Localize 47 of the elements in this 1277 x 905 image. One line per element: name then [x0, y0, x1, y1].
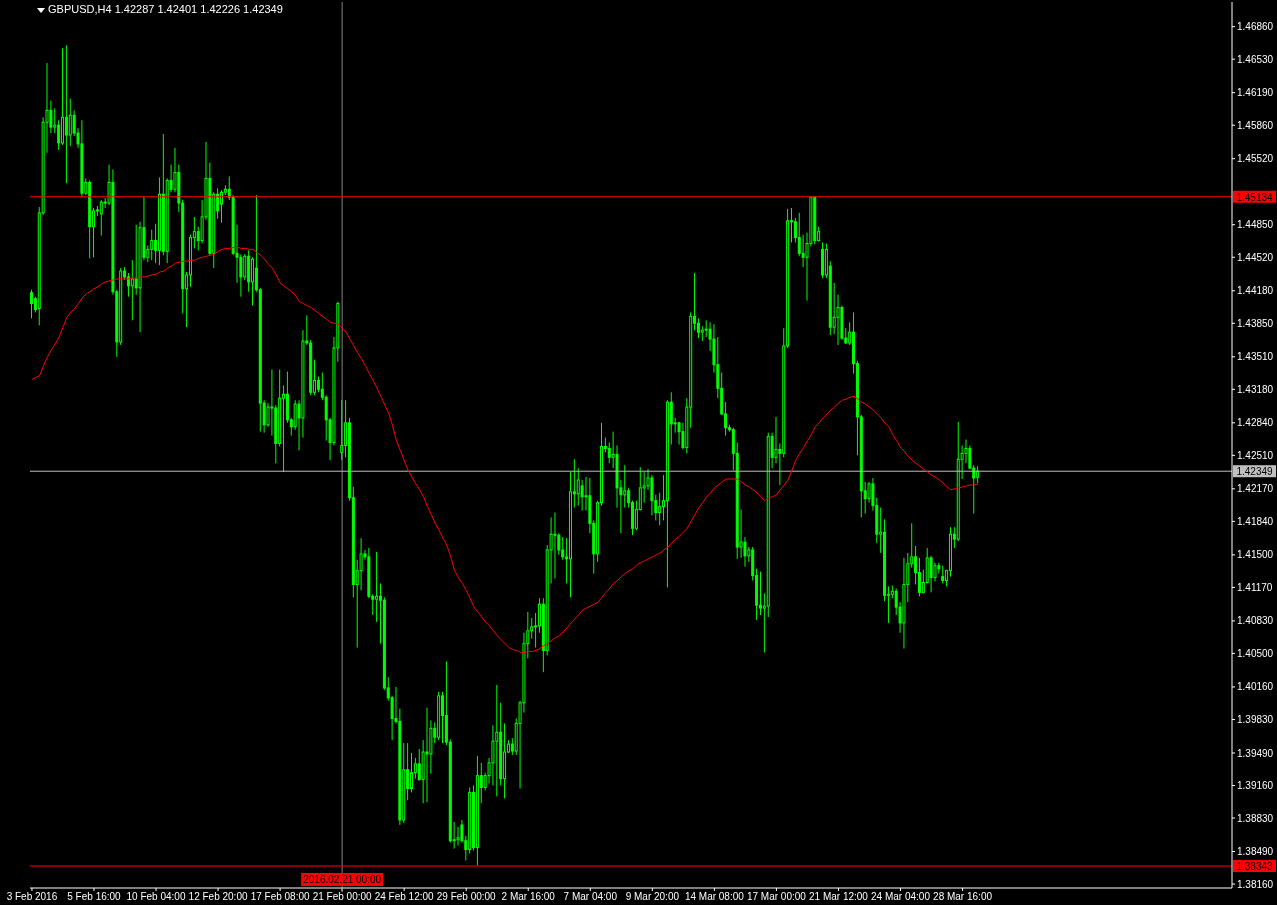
y-tick-label: 1.42510	[1237, 449, 1274, 461]
x-tick-label: 24 Feb 12:00	[374, 891, 435, 903]
y-tick-label: 1.44180	[1237, 285, 1274, 297]
y-tick-label: 1.40500	[1237, 647, 1274, 659]
x-tick-label: 12 Feb 20:00	[188, 891, 248, 903]
x-tick-label: 17 Mar 00:00	[746, 891, 807, 903]
y-tick-label: 1.42170	[1237, 483, 1274, 495]
y-tick-label: 1.41840	[1237, 515, 1274, 527]
x-tick-label: 17 Feb 08:00	[250, 891, 311, 903]
ref-line-label: 2016.02.21 00:00	[303, 874, 382, 885]
y-tick-label: 1.45860	[1237, 119, 1274, 131]
y-tick-label: 1.38830	[1237, 812, 1274, 824]
x-tick-label: 10 Feb 04:00	[126, 891, 186, 903]
y-tick-label: 1.40160	[1237, 681, 1274, 693]
y-tick-label: 1.40830	[1237, 615, 1274, 627]
x-tick-label: 21 Mar 12:00	[809, 891, 869, 903]
chart-title: GBPUSD,H4 1.42287 1.42401 1.42226 1.42349	[48, 3, 283, 15]
y-tick-label: 1.44520	[1237, 251, 1274, 263]
y-tick-label: 1.43510	[1237, 351, 1274, 363]
y-tick-label: 1.42840	[1237, 417, 1274, 429]
x-tick-label: 24 Mar 04:00	[871, 891, 931, 903]
ref-line-label: 1.38343	[1236, 861, 1274, 873]
y-tick-label: 1.43850	[1237, 317, 1274, 329]
y-tick-label: 1.38490	[1237, 846, 1274, 858]
ref-line-label: 1.45134	[1236, 191, 1274, 203]
x-tick-label: 21 Feb 00:00	[312, 891, 373, 903]
y-tick-label: 1.45520	[1237, 153, 1274, 165]
y-tick-label: 1.39160	[1237, 780, 1274, 792]
x-tick-label: 9 Mar 20:00	[625, 891, 680, 903]
y-tick-label: 1.38160	[1237, 878, 1274, 890]
x-tick-label: 5 Feb 16:00	[67, 891, 122, 903]
y-tick-label: 1.43180	[1237, 383, 1274, 395]
y-tick-label: 1.41500	[1237, 549, 1274, 561]
y-tick-label: 1.39490	[1237, 747, 1274, 759]
y-tick-label: 1.46530	[1237, 53, 1274, 65]
y-tick-label: 1.46190	[1237, 87, 1274, 99]
y-tick-label: 1.46860	[1237, 21, 1274, 33]
x-tick-label: 28 Mar 16:00	[933, 891, 993, 903]
x-tick-label: 7 Mar 04:00	[563, 891, 618, 903]
x-tick-label: 14 Mar 08:00	[684, 891, 745, 903]
y-tick-label: 1.44850	[1237, 219, 1274, 231]
x-tick-label: 2 Mar 16:00	[501, 891, 556, 903]
x-tick-label: 3 Feb 2016	[6, 891, 58, 903]
y-tick-label: 1.39830	[1237, 714, 1274, 726]
y-tick-label: 1.41170	[1237, 581, 1273, 593]
ref-line-label: 1.42349	[1236, 466, 1274, 478]
x-tick-label: 29 Feb 00:00	[436, 891, 497, 903]
